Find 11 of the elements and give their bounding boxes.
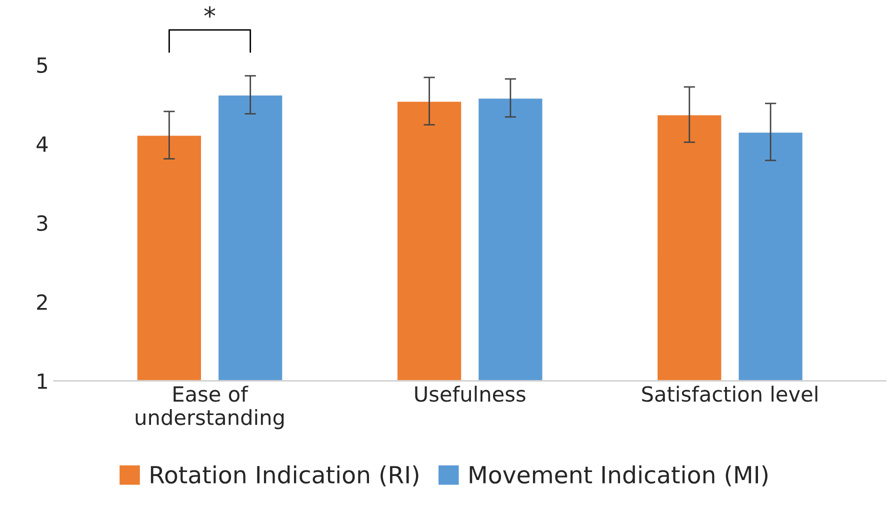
y-tick-label: 1 bbox=[38, 374, 47, 389]
legend-label: Rotation Indication (RI) bbox=[150, 465, 418, 486]
y-tick-label: 5 bbox=[37, 57, 48, 73]
y-tick-label: 2 bbox=[37, 294, 47, 310]
x-tick-label: Usefulness bbox=[415, 386, 526, 402]
x-tick-label: Ease of understanding bbox=[136, 386, 284, 430]
text: * bbox=[204, 6, 216, 18]
y-tick-label: 4 bbox=[36, 136, 48, 152]
y-tick-label: 3 bbox=[37, 215, 48, 232]
legend-label: Movement Indication (MI) bbox=[470, 465, 768, 486]
x-tick-label: Satisfaction level bbox=[642, 386, 818, 402]
